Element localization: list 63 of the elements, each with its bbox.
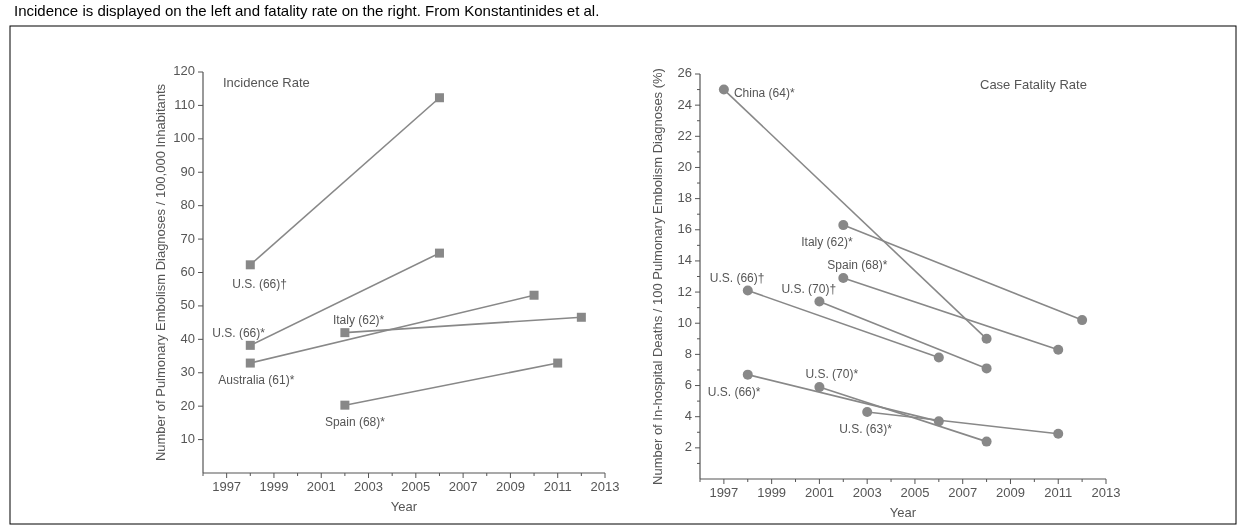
chart-title: Incidence Rate: [223, 75, 310, 91]
series-label: China (64)*: [733, 85, 795, 100]
x-tick-label: 1999: [757, 485, 787, 500]
y-tick-label: 90: [180, 163, 195, 179]
text: Incidence is displayed on the left and fatality rate on the right. From Konstantinides et al.: [14, 2, 600, 19]
y-axis-title: Number of In-hospital Deaths / 100 Pulmonary Embolism Diagnoses (%): [650, 68, 665, 485]
x-tick-label: 2009: [495, 479, 525, 494]
x-tick-label: 2001: [804, 485, 834, 500]
series-label: U.S. (66)†: [709, 270, 765, 285]
series-label: U.S. (66)†: [232, 276, 287, 291]
y-tick-label: 10: [180, 431, 195, 447]
x-tick-label: 2011: [1044, 485, 1073, 500]
y-tick-label: 6: [684, 376, 692, 392]
x-tick-label: 2001: [306, 479, 336, 494]
series-label: U.S. (66)*: [707, 384, 761, 399]
y-tick-label: 16: [677, 221, 692, 237]
y-tick-label: 22: [677, 127, 692, 143]
x-tick-label: 2003: [852, 485, 882, 500]
series-label: U.S. (66)*: [212, 325, 266, 340]
y-tick-label: 30: [180, 364, 195, 380]
y-tick-label: 8: [684, 345, 692, 361]
x-tick-label: 1999: [259, 479, 289, 494]
y-tick-label: 2: [684, 439, 692, 455]
series-label: Italy (62)*: [801, 235, 853, 250]
chart-title: Case Fatality Rate: [980, 77, 1087, 93]
y-tick-label: 12: [677, 283, 692, 299]
x-tick-label: 2007: [448, 479, 478, 494]
x-tick-label: 1997: [709, 485, 739, 500]
y-tick-label: 50: [180, 297, 195, 313]
x-tick-label: 2009: [996, 485, 1025, 500]
x-axis-title: Year: [889, 505, 917, 520]
y-tick-label: 80: [180, 197, 195, 213]
x-tick-label: 2005: [900, 485, 930, 500]
x-tick-label: 2007: [948, 485, 978, 500]
x-tick-label: 2005: [401, 479, 431, 494]
y-tick-label: 100: [173, 130, 195, 146]
y-tick-label: 4: [684, 408, 692, 424]
y-tick-label: 26: [677, 65, 692, 81]
y-tick-label: 10: [677, 314, 692, 330]
y-tick-label: 60: [180, 263, 195, 279]
y-tick-label: 14: [677, 252, 692, 268]
y-tick-label: 24: [677, 96, 692, 112]
x-tick-label: 2013: [590, 479, 620, 494]
x-tick-label: 1997: [212, 479, 242, 494]
y-tick-label: 110: [174, 96, 195, 112]
y-tick-label: 20: [677, 158, 692, 174]
y-tick-label: 18: [677, 190, 692, 206]
y-axis-title: Number of Pulmonary Embolism Diagnoses / 100,000 Inhabitants: [153, 83, 168, 462]
series-label: Spain (68)*: [324, 415, 386, 430]
series-label: Australia (61)*: [218, 373, 295, 388]
series-label: Spain (68)*: [827, 258, 888, 273]
y-tick-label: 70: [180, 230, 195, 246]
series-label: Italy (62)*: [332, 312, 385, 327]
series-label: U.S. (70)*: [805, 367, 859, 382]
y-tick-label: 20: [180, 397, 195, 413]
series-label: U.S. (70)†: [781, 281, 837, 296]
y-tick-label: 120: [173, 63, 195, 79]
series-label: U.S. (63)*: [839, 422, 893, 437]
x-axis-title: Year: [390, 499, 418, 514]
x-tick-label: 2003: [354, 479, 383, 494]
x-tick-label: 2013: [1091, 485, 1121, 500]
x-tick-label: 2011: [543, 479, 572, 494]
y-tick-label: 40: [180, 330, 195, 346]
